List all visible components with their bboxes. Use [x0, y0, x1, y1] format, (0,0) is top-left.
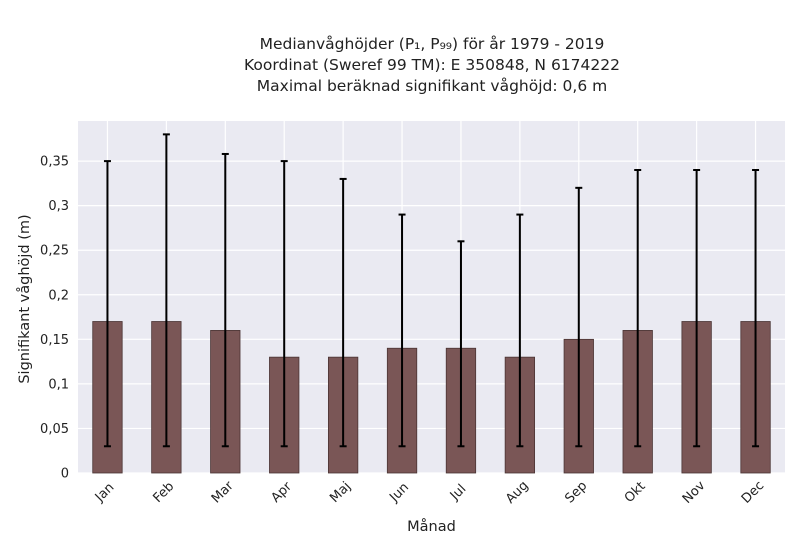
y-tick-label: 0,35 [40, 155, 69, 170]
x-axis-ticks: Jan Feb Mar Apr Maj Jun Jul Aug Sep Okt Nov Dec [92, 478, 767, 507]
y-tick-label: 0,2 [48, 288, 69, 303]
plot-area [78, 121, 785, 473]
x-tick-label: Okt [622, 479, 649, 506]
x-tick-label: Sep [562, 479, 590, 507]
x-tick-label: Maj [327, 479, 354, 506]
chart-title-line-2: Koordinat (Sweref 99 TM): E 350848, N 61… [244, 56, 620, 74]
error-bar-jun [398, 213, 406, 448]
error-bar-dec [752, 169, 760, 448]
x-tick-label: Apr [268, 479, 295, 506]
y-axis-ticks: 0 0,05 0,1 0,15 0,2 0,25 0,3 0,35 [40, 155, 69, 482]
x-tick-label: Nov [680, 478, 709, 507]
chart-title-line-3: Maximal beräknad signifikant våghöjd: 0,… [256, 77, 608, 95]
x-tick-label: Mar [209, 478, 237, 506]
x-tick-label: Jul [447, 482, 469, 504]
error-bar-apr [280, 160, 288, 448]
y-axis-label: Signifikant våghöjd (m) [16, 214, 33, 383]
error-bars [103, 133, 760, 448]
error-bar-sep [575, 186, 583, 448]
x-tick-label: Jan [92, 480, 117, 505]
chart-title-line-1: Medianvåghöjder (P₁, P₉₉) för år 1979 - … [259, 35, 605, 53]
error-bar-maj [339, 177, 347, 448]
y-tick-label: 0,15 [40, 333, 69, 348]
y-tick-label: 0,05 [40, 422, 69, 437]
error-bar-aug [516, 213, 524, 448]
x-axis-label: Månad [407, 518, 456, 535]
error-bar-jul [457, 240, 465, 448]
x-tick-label: Aug [503, 478, 532, 507]
error-bar-okt [634, 169, 642, 448]
error-bar-jan [103, 160, 111, 448]
error-bar-nov [693, 169, 701, 448]
y-tick-label: 0 [61, 467, 69, 482]
x-tick-label: Dec [739, 478, 767, 506]
y-tick-label: 0,25 [40, 244, 69, 259]
x-tick-label: Feb [150, 479, 177, 506]
y-tick-label: 0,1 [48, 377, 69, 392]
error-bar-mar [221, 152, 229, 448]
chart-title: Medianvåghöjder (P₁, P₉₉) för år 1979 - … [62, 34, 800, 97]
error-bar-feb [162, 133, 170, 448]
x-tick-label: Jun [386, 480, 412, 506]
y-tick-label: 0,3 [48, 199, 69, 214]
